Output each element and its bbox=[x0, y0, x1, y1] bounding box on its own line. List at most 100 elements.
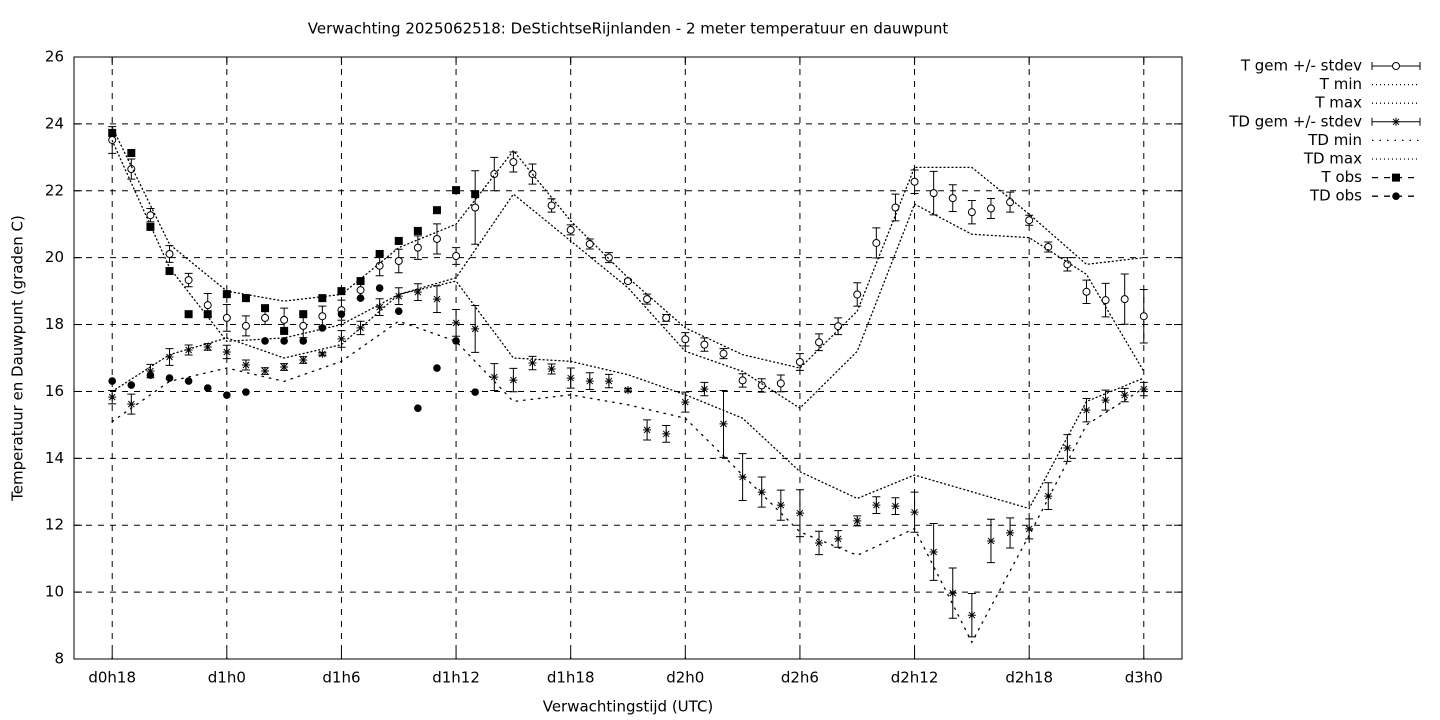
marker bbox=[337, 287, 346, 296]
y-tick-label: 10 bbox=[45, 583, 64, 601]
marker bbox=[241, 361, 250, 370]
marker bbox=[108, 135, 117, 144]
marker bbox=[280, 315, 289, 324]
marker bbox=[108, 377, 117, 385]
marker bbox=[1139, 312, 1148, 321]
chart-title: Verwachting 2025062518: DeStichtseRijnla… bbox=[308, 20, 949, 38]
marker bbox=[948, 194, 957, 203]
marker bbox=[452, 318, 461, 327]
marker bbox=[452, 251, 461, 260]
legend-label: T max bbox=[1314, 94, 1362, 112]
marker bbox=[757, 488, 766, 497]
marker bbox=[490, 170, 499, 179]
marker bbox=[1025, 524, 1034, 533]
marker bbox=[471, 190, 480, 199]
y-tick-label: 14 bbox=[45, 449, 64, 467]
marker bbox=[471, 388, 479, 396]
marker bbox=[795, 358, 804, 367]
legend-marker bbox=[1392, 173, 1400, 182]
marker bbox=[948, 589, 957, 598]
marker bbox=[356, 286, 365, 295]
marker bbox=[394, 236, 403, 245]
marker bbox=[375, 284, 384, 292]
marker bbox=[1101, 296, 1110, 305]
marker bbox=[1101, 396, 1110, 405]
marker bbox=[719, 349, 728, 358]
marker bbox=[1082, 406, 1091, 415]
marker bbox=[299, 337, 308, 345]
marker bbox=[127, 400, 136, 409]
marker bbox=[643, 295, 652, 304]
marker bbox=[1044, 492, 1053, 501]
marker bbox=[643, 425, 652, 434]
legend-label: T gem +/- stdev bbox=[1240, 57, 1362, 75]
marker bbox=[681, 335, 690, 344]
marker bbox=[108, 393, 117, 402]
marker bbox=[184, 276, 193, 285]
legend-marker bbox=[1392, 192, 1400, 200]
marker bbox=[910, 177, 919, 186]
x-axis-label: Verwachtingstijd (UTC) bbox=[543, 698, 714, 716]
marker bbox=[853, 516, 862, 525]
line bbox=[111, 280, 1145, 510]
marker bbox=[700, 340, 709, 349]
marker bbox=[1082, 287, 1091, 296]
marker bbox=[1120, 391, 1129, 400]
marker bbox=[834, 534, 843, 543]
marker bbox=[318, 294, 327, 303]
marker bbox=[261, 313, 270, 322]
marker bbox=[280, 363, 289, 372]
marker bbox=[394, 257, 403, 266]
marker bbox=[261, 304, 270, 313]
marker bbox=[413, 226, 422, 235]
marker bbox=[1006, 528, 1015, 537]
marker bbox=[318, 324, 327, 332]
marker bbox=[509, 158, 518, 167]
marker bbox=[394, 292, 403, 301]
marker bbox=[452, 337, 460, 345]
legend-label: T min bbox=[1319, 75, 1362, 93]
marker bbox=[1139, 385, 1148, 394]
marker bbox=[795, 509, 804, 518]
marker bbox=[108, 128, 117, 137]
x-tick-label: d1h6 bbox=[322, 669, 360, 687]
marker bbox=[356, 277, 365, 286]
y-tick-label: 8 bbox=[54, 650, 64, 668]
marker bbox=[624, 277, 632, 286]
marker bbox=[776, 379, 785, 388]
marker bbox=[165, 374, 174, 382]
marker bbox=[471, 324, 480, 333]
marker bbox=[509, 376, 518, 385]
y-tick-label: 18 bbox=[45, 315, 64, 333]
marker bbox=[299, 310, 308, 319]
marker bbox=[261, 367, 270, 376]
marker bbox=[585, 377, 594, 386]
marker bbox=[604, 253, 613, 262]
marker bbox=[222, 347, 231, 356]
marker bbox=[967, 611, 976, 620]
marker bbox=[203, 384, 212, 392]
marker bbox=[1025, 216, 1034, 225]
marker bbox=[681, 398, 690, 407]
y-tick-label: 12 bbox=[45, 516, 64, 534]
marker bbox=[280, 337, 288, 345]
marker bbox=[433, 364, 441, 372]
marker bbox=[432, 206, 441, 215]
line bbox=[111, 320, 1145, 644]
marker bbox=[203, 301, 212, 310]
x-tick-label: d0h18 bbox=[88, 669, 136, 687]
marker bbox=[452, 186, 461, 195]
x-tick-label: d1h18 bbox=[547, 669, 595, 687]
y-tick-label: 20 bbox=[45, 248, 64, 266]
marker bbox=[356, 294, 365, 302]
marker bbox=[910, 508, 919, 517]
marker bbox=[834, 322, 843, 331]
marker bbox=[700, 385, 709, 394]
marker bbox=[432, 234, 441, 243]
marker bbox=[547, 201, 556, 210]
marker bbox=[318, 349, 327, 358]
marker bbox=[1006, 198, 1015, 207]
marker bbox=[1063, 443, 1072, 452]
